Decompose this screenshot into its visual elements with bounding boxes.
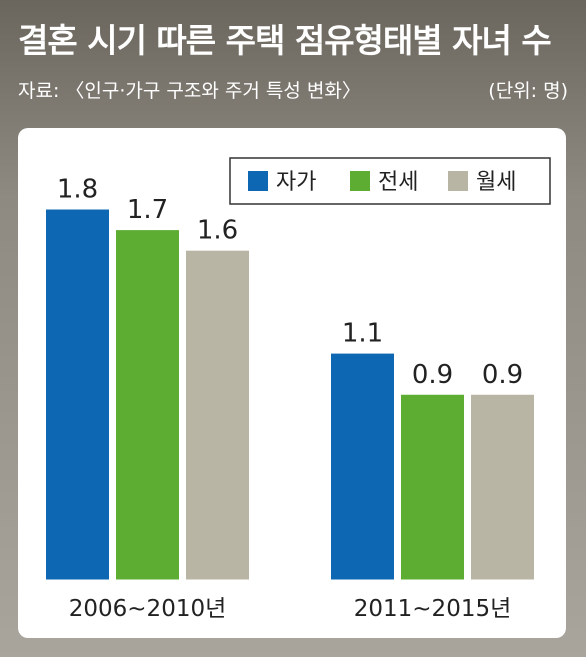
value-label: 0.9 — [482, 360, 523, 390]
value-label: 0.9 — [412, 360, 453, 390]
bar-1-c1 — [46, 209, 109, 580]
legend-label: 전세 — [378, 170, 418, 195]
legend-label: 월세 — [476, 170, 516, 195]
chart-panel: 1.8 1.7 1.6 2006~2010년 1.1 0.9 0.9 2011~2015년 자가… — [18, 128, 566, 638]
value-label: 1.7 — [127, 195, 168, 225]
value-label: 1.6 — [197, 216, 238, 246]
legend-label: 자가 — [276, 170, 316, 195]
chart-title: 결혼 시기 따른 주택 점유형태별 자녀 수 — [18, 21, 552, 60]
value-label: 1.8 — [57, 175, 98, 205]
bar-2-c2 — [401, 394, 464, 580]
unit-note: (단위: 명) — [488, 80, 568, 102]
bar-3-c2 — [471, 394, 534, 580]
bar-2-c1 — [116, 230, 179, 580]
legend-box — [229, 157, 551, 205]
bar-3-c1 — [186, 250, 249, 580]
value-label: 1.1 — [342, 319, 383, 349]
source-note: 자료: 〈인구·가구 구조와 주거 특성 변화〉 — [18, 80, 361, 102]
legend-swatch — [248, 171, 268, 191]
legend-swatch — [448, 171, 468, 191]
legend-swatch — [350, 171, 370, 191]
category-label: 2006~2010년 — [69, 596, 227, 622]
category-label: 2011~2015년 — [354, 596, 512, 622]
bar-1-c2 — [331, 353, 394, 580]
bar-chart: 1.8 1.7 1.6 2006~2010년 1.1 0.9 0.9 2011~2015년 자가… — [18, 157, 566, 622]
